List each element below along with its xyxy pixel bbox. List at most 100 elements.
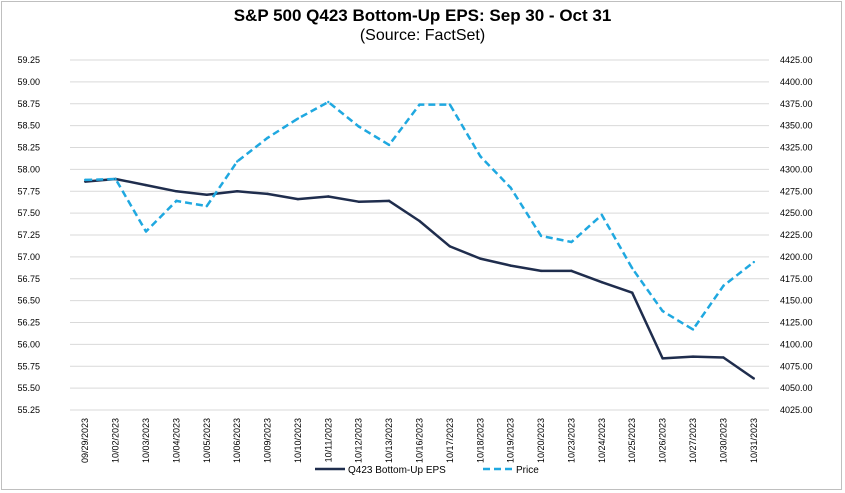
eps-point (691, 355, 695, 358)
x-tick-label: 10/16/2023 (415, 418, 425, 463)
left-tick-label: 55.50 (17, 383, 40, 393)
price-point (387, 143, 391, 147)
legend: Q423 Bottom-Up EPS Price (315, 465, 539, 476)
chart-title: S&P 500 Q423 Bottom-Up EPS: Sep 30 - Oct… (233, 6, 612, 25)
eps-point (479, 257, 482, 260)
eps-point (175, 190, 178, 193)
left-tick-label: 59.25 (17, 55, 40, 65)
left-tick-label: 58.50 (17, 121, 40, 131)
right-tick-label: 4125.00 (780, 318, 813, 328)
right-tick-label: 4100.00 (780, 339, 813, 349)
x-tick-label: 10/06/2023 (232, 418, 242, 463)
right-tick-label: 4075.00 (780, 361, 813, 371)
right-tick-label: 4225.00 (780, 230, 813, 240)
eps-point (631, 291, 634, 294)
left-tick-label: 56.50 (17, 296, 40, 306)
price-point (205, 204, 208, 208)
right-axis-ticks: 4025.00 4050.00 4075.00 4100.00 4125.00 4150.… (780, 55, 813, 415)
x-tick-label: 10/20/2023 (536, 418, 546, 463)
eps-point (357, 200, 360, 203)
right-tick-label: 4350.00 (780, 121, 813, 131)
eps-point (235, 190, 239, 193)
price-point (327, 100, 330, 104)
eps-point (448, 245, 452, 248)
price-point (479, 155, 482, 158)
x-tick-label: 10/18/2023 (475, 418, 485, 463)
eps-point (144, 183, 148, 187)
price-point (752, 260, 756, 264)
x-tick-label: 10/30/2023 (718, 418, 728, 463)
x-tick-label: 10/26/2023 (658, 418, 668, 463)
price-point (266, 136, 269, 140)
x-tick-label: 10/10/2023 (293, 418, 303, 463)
eps-point (600, 281, 604, 284)
price-point (83, 178, 87, 182)
left-tick-label: 57.50 (17, 208, 40, 218)
left-tick-label: 59.00 (17, 77, 40, 87)
right-tick-label: 4250.00 (780, 208, 813, 218)
x-tick-label: 10/19/2023 (506, 418, 516, 463)
price-point (357, 125, 360, 128)
right-tick-label: 4300.00 (780, 164, 813, 174)
left-tick-label: 58.00 (17, 164, 40, 174)
right-tick-label: 4175.00 (780, 274, 813, 284)
x-tick-label: 10/11/2023 (323, 418, 333, 462)
x-tick-label: 10/17/2023 (445, 418, 455, 463)
x-tick-label: 10/27/2023 (688, 418, 698, 463)
left-tick-label: 55.75 (17, 361, 40, 371)
right-tick-label: 4425.00 (780, 55, 813, 65)
x-tick-label: 10/12/2023 (354, 418, 364, 463)
x-tick-label: 10/03/2023 (141, 418, 151, 463)
chart-subtitle: (Source: FactSet) (359, 27, 486, 44)
eps-point (570, 269, 573, 273)
x-tick-label: 10/04/2023 (171, 418, 181, 463)
x-tick-label: 10/09/2023 (263, 418, 273, 463)
x-tick-label: 09/29/2023 (80, 418, 90, 463)
price-point (235, 160, 239, 163)
right-tick-label: 4400.00 (780, 77, 813, 87)
right-tick-label: 4025.00 (780, 405, 813, 415)
eps-point (418, 219, 421, 223)
price-point (114, 177, 117, 181)
x-tick-label: 10/25/2023 (627, 418, 637, 463)
left-tick-label: 57.00 (17, 252, 40, 262)
eps-point (205, 193, 208, 196)
x-tick-label: 10/23/2023 (566, 418, 576, 463)
eps-point (387, 199, 391, 203)
right-tick-label: 4375.00 (780, 99, 813, 109)
price-point (144, 230, 148, 233)
x-tick-label: 10/31/2023 (749, 418, 759, 463)
eps-point (661, 357, 664, 360)
eps-point (752, 377, 756, 380)
legend-label: Q423 Bottom-Up EPS (348, 465, 446, 476)
price-point (661, 309, 664, 313)
left-tick-label: 58.25 (17, 143, 40, 153)
legend-label: Price (516, 465, 539, 476)
right-tick-label: 4200.00 (780, 252, 813, 262)
price-point (448, 103, 452, 106)
eps-point (539, 269, 543, 273)
price-point (539, 234, 543, 238)
x-tick-label: 10/24/2023 (597, 418, 607, 463)
left-tick-label: 58.75 (17, 99, 40, 109)
left-tick-label: 57.25 (17, 230, 40, 240)
left-tick-label: 56.75 (17, 274, 40, 284)
right-tick-label: 4050.00 (780, 383, 813, 393)
left-tick-label: 56.00 (17, 339, 40, 349)
price-point (691, 328, 695, 331)
x-tick-label: 10/02/2023 (111, 418, 121, 463)
gridlines (70, 59, 769, 411)
eps-point (327, 195, 330, 198)
eps-point (296, 197, 300, 201)
x-tick-label: 10/05/2023 (202, 418, 212, 463)
eps-point (722, 356, 725, 359)
right-tick-label: 4150.00 (780, 296, 813, 306)
right-tick-label: 4325.00 (780, 143, 813, 153)
series-layer (83, 100, 756, 380)
x-tick-label: 10/13/2023 (384, 418, 394, 463)
price-point (296, 117, 300, 120)
eps-point (509, 264, 512, 267)
left-axis-ticks: 55.25 55.50 55.75 56.00 56.25 56.50 56.75 57.00… (17, 55, 40, 415)
price-point (509, 186, 512, 189)
